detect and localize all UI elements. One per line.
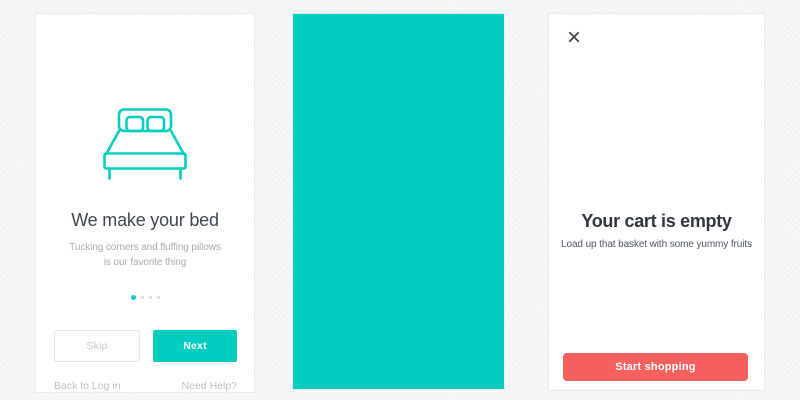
empty-cart-screen: × Your cart is empty Load up that basket… xyxy=(548,13,765,391)
pagination-dots xyxy=(36,295,254,300)
start-shopping-button[interactable]: Start shopping xyxy=(563,353,748,381)
subtitle-line: Tucking corners and fluffing pillows xyxy=(69,242,221,253)
pagination-dot[interactable] xyxy=(130,295,136,300)
onboarding-screen: We make your bed Tucking corners and flu… xyxy=(35,13,255,393)
skip-button[interactable]: Skip xyxy=(54,330,140,362)
splash-screen xyxy=(292,13,505,390)
onboarding-title: We make your bed xyxy=(71,210,219,230)
subtitle-line: is our favorite thing xyxy=(103,257,187,268)
close-icon: × xyxy=(567,24,582,51)
close-button[interactable]: × xyxy=(561,24,587,52)
onboarding-subtitle: Tucking corners and fluffing pillows is … xyxy=(36,240,254,270)
cart-title: Your cart is empty xyxy=(581,211,732,231)
bed-icon xyxy=(103,108,187,180)
onboarding-actions: Skip Next xyxy=(54,330,237,362)
back-to-login-link[interactable]: Back to Log in xyxy=(54,380,121,392)
cart-subtitle: Load up that basket with some yummy frui… xyxy=(561,239,752,250)
next-button[interactable]: Next xyxy=(153,330,237,362)
pagination-dot[interactable] xyxy=(156,296,160,299)
need-help-link[interactable]: Need Help? xyxy=(181,380,237,392)
onboarding-footer-links: Back to Log in Need Help? xyxy=(54,380,237,392)
pagination-dot[interactable] xyxy=(140,296,144,299)
pagination-dot[interactable] xyxy=(148,296,152,299)
